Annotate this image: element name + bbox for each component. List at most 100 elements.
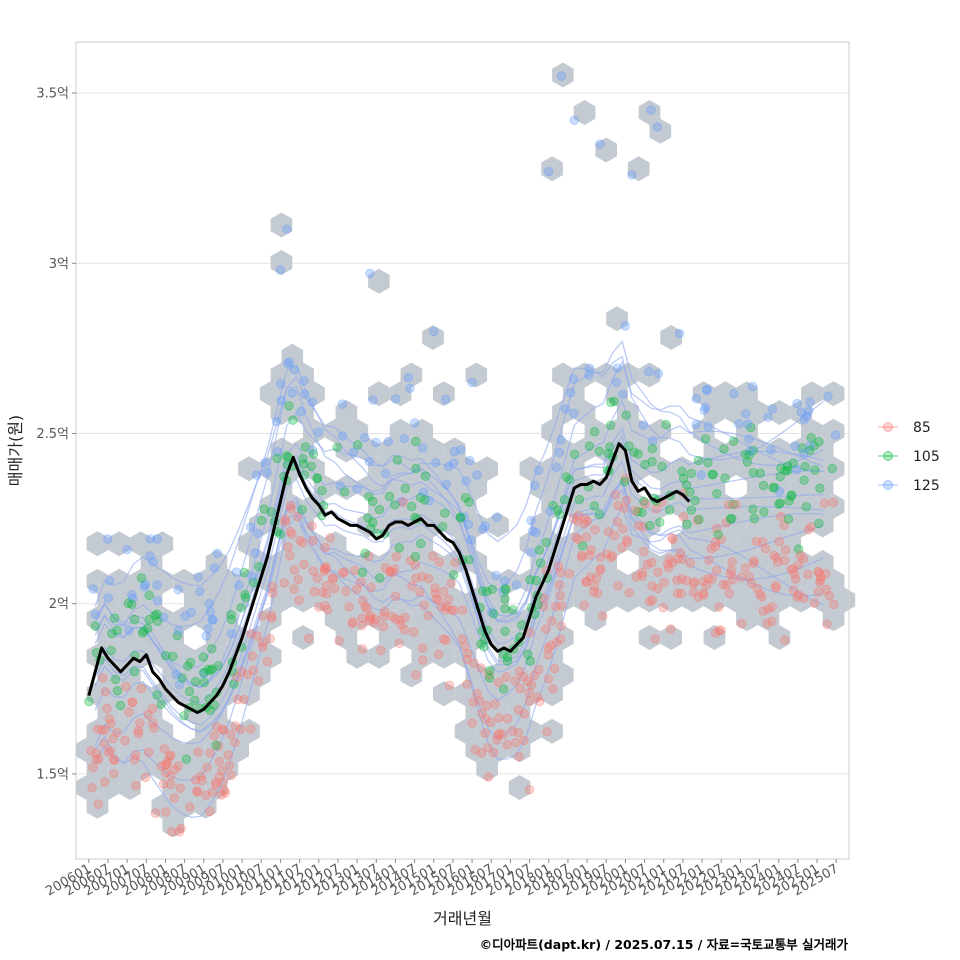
hexbin-cell <box>573 400 596 425</box>
hexbin-cell <box>790 475 812 500</box>
scatter-point-125 <box>152 596 163 606</box>
scatter-point-85 <box>819 498 830 508</box>
scatter-point-125 <box>90 609 101 620</box>
scatter-point-85 <box>224 760 235 771</box>
scatter-point-105 <box>415 493 426 503</box>
scatter-point-125 <box>122 545 132 555</box>
scatter-point-85 <box>710 537 721 547</box>
scatter-point-85 <box>762 618 772 629</box>
scatter-point-85 <box>447 605 457 616</box>
scatter-point-105 <box>775 471 785 482</box>
scatter-point-105 <box>464 497 474 507</box>
scatter-point-105 <box>574 494 585 505</box>
scatter-point-105 <box>484 673 495 683</box>
scatter-point-85 <box>446 578 456 589</box>
scatter-point-85 <box>621 495 632 505</box>
scatter-point-105 <box>740 449 750 460</box>
hexbin-cell <box>313 550 336 575</box>
scatter-point-125 <box>551 462 562 473</box>
scatter-point-85 <box>539 602 549 612</box>
scatter-point-85 <box>99 739 109 749</box>
scatter-point-105 <box>482 586 492 597</box>
scatter-point-85 <box>490 699 500 709</box>
hexbin-cell <box>368 643 390 669</box>
scatter-point-85 <box>749 556 759 566</box>
hexbin-cell <box>530 512 553 538</box>
scatter-point-85 <box>150 808 161 818</box>
scatter-point-105 <box>205 705 215 716</box>
y-tick-label: 1.5억 <box>36 767 69 782</box>
scatter-point-125 <box>360 432 370 443</box>
scatter-point-125 <box>648 436 658 446</box>
scatter-point-125 <box>702 384 712 394</box>
hexbin-cell <box>119 775 141 800</box>
hexbin-cell <box>736 531 758 557</box>
scatter-point-105 <box>298 459 309 469</box>
hexbin-cell <box>108 718 130 744</box>
hexbin-cell <box>162 662 184 688</box>
scatter-point-85 <box>622 537 633 547</box>
hexbin-cell <box>205 700 228 725</box>
hexbin-cell <box>162 625 184 650</box>
scatter-point-85 <box>439 586 449 597</box>
scatter-point-85 <box>532 692 543 702</box>
scatter-point-85 <box>97 725 107 735</box>
scatter-point-85 <box>736 572 747 582</box>
scatter-point-85 <box>385 566 395 576</box>
scatter-point-105 <box>357 567 368 578</box>
scatter-point-85 <box>771 583 781 593</box>
hexbin-cell <box>173 793 195 819</box>
scatter-point-85 <box>133 725 143 736</box>
scatter-point-85 <box>617 542 627 553</box>
hexbin-cell <box>801 568 823 594</box>
scatter-point-85 <box>293 574 304 585</box>
scatter-point-85 <box>502 713 513 724</box>
scatter-point-85 <box>307 521 317 531</box>
scatter-point-125 <box>618 389 628 400</box>
hexbin-cell <box>768 512 791 538</box>
scatter-point-85 <box>543 650 554 660</box>
hexbin-cell <box>368 606 390 632</box>
scatter-point-125 <box>275 265 286 275</box>
scatter-point-105 <box>456 513 466 523</box>
trend-line <box>87 442 691 715</box>
scatter-point-85 <box>109 769 119 779</box>
scatter-point-85 <box>767 602 777 612</box>
scatter-point-85 <box>398 497 408 507</box>
scatter-point-85 <box>232 672 242 682</box>
density-contour <box>94 440 824 704</box>
hexbin-cell <box>443 475 466 500</box>
scatter-points <box>84 71 841 837</box>
scatter-point-85 <box>789 569 800 579</box>
scatter-point-105 <box>694 514 704 525</box>
scatter-point-85 <box>173 761 183 771</box>
hexbin-cell <box>595 550 617 575</box>
hexbin-cell <box>584 418 607 444</box>
scatter-point-85 <box>593 588 603 599</box>
scatter-point-85 <box>470 745 480 755</box>
hexbin-cell <box>368 493 390 519</box>
scatter-point-85 <box>105 746 116 756</box>
x-axis: 2006012006072007012007072008012008072009… <box>43 859 841 899</box>
scatter-point-85 <box>159 744 170 754</box>
scatter-point-125 <box>289 365 300 375</box>
scatter-point-125 <box>487 607 497 617</box>
scatter-point-85 <box>192 787 202 797</box>
scatter-point-125 <box>431 458 441 468</box>
scatter-point-105 <box>783 461 793 471</box>
scatter-point-85 <box>507 726 517 736</box>
scatter-point-125 <box>792 398 802 409</box>
scatter-point-105 <box>256 515 267 526</box>
hexbin-cell <box>292 625 314 650</box>
scatter-point-85 <box>308 566 319 576</box>
scatter-point-85 <box>794 590 804 600</box>
scatter-point-105 <box>713 529 723 540</box>
scatter-point-105 <box>498 684 509 694</box>
scatter-point-105 <box>236 603 246 613</box>
scatter-point-125 <box>556 435 566 445</box>
hexbin-cell <box>725 400 747 425</box>
scatter-point-125 <box>250 548 260 558</box>
scatter-point-85 <box>131 750 141 760</box>
scatter-point-85 <box>344 602 354 612</box>
scatter-point-85 <box>298 538 308 548</box>
